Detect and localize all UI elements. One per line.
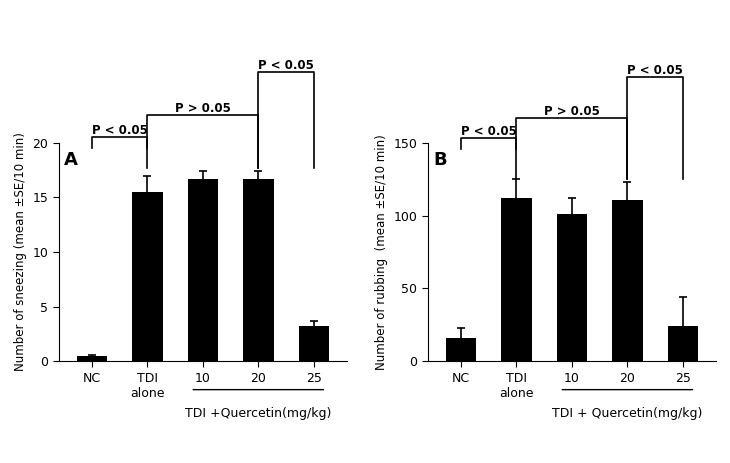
Bar: [612, 200, 642, 361]
Text: P < 0.05: P < 0.05: [627, 64, 683, 77]
Bar: [132, 192, 163, 361]
Text: A: A: [64, 151, 78, 169]
Text: P > 0.05: P > 0.05: [175, 102, 231, 115]
Text: TDI +Quercetin(mg/kg): TDI +Quercetin(mg/kg): [185, 407, 331, 420]
Y-axis label: Number of rubbing  (mean ±SE/10 min): Number of rubbing (mean ±SE/10 min): [375, 134, 388, 370]
Text: TDI + Quercetin(mg/kg): TDI + Quercetin(mg/kg): [552, 407, 702, 420]
Bar: [557, 214, 587, 361]
Y-axis label: Number of sneezing (mean ±SE/10 min): Number of sneezing (mean ±SE/10 min): [14, 132, 27, 371]
Bar: [668, 326, 698, 361]
Text: B: B: [434, 151, 447, 169]
Text: P > 0.05: P > 0.05: [544, 105, 600, 118]
Bar: [188, 179, 218, 361]
Bar: [77, 356, 107, 361]
Bar: [299, 326, 329, 361]
Text: P < 0.05: P < 0.05: [258, 59, 314, 72]
Text: P < 0.05: P < 0.05: [92, 124, 147, 138]
Bar: [502, 198, 531, 361]
Bar: [446, 338, 476, 361]
Text: P < 0.05: P < 0.05: [461, 125, 517, 138]
Bar: [243, 179, 274, 361]
